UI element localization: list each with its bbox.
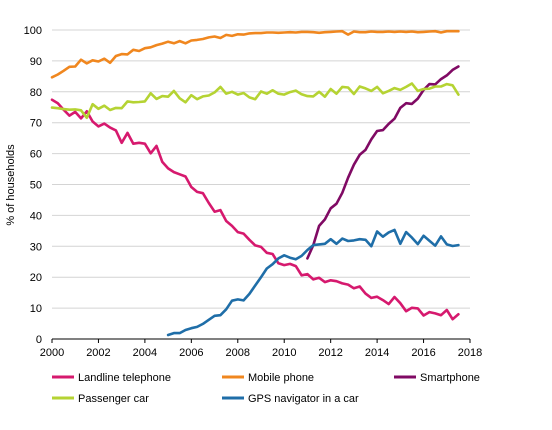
x-tick-label: 2016 [411,347,435,359]
y-tick-label: 20 [30,272,42,284]
y-tick-label: 0 [36,334,42,346]
x-tick-label: 2004 [133,347,157,359]
axes: % of households 0 10 20 30 40 50 60 70 80 90 100 20… [5,25,482,359]
series-line-passenger-car [50,82,460,120]
y-tick-label: 50 [30,180,42,192]
legend: Landline telephone Mobile phone Smartphone… [52,372,480,405]
y-tick-label: 90 [30,56,42,68]
y-tick-label: 80 [30,87,42,99]
gridlines [52,29,470,309]
x-tick-label: 2012 [318,347,342,359]
legend-label: Smartphone [420,372,480,384]
legend-label: Landline telephone [78,372,171,384]
series-line-gps-navigator-in-a-car [166,228,460,337]
x-tick-label: 2018 [458,347,482,359]
y-tick-label: 100 [24,25,42,37]
series-line-landline-telephone [50,98,460,321]
legend-label: GPS navigator in a car [248,393,359,405]
series-line-mobile-phone [50,29,460,79]
y-tick-label: 40 [30,210,42,222]
series-line-smartphone [306,65,460,260]
x-tick-label: 2000 [40,347,64,359]
x-tick-label: 2010 [272,347,296,359]
y-axis-title: % of households [5,144,17,226]
x-tick-label: 2006 [179,347,203,359]
x-tick-label: 2002 [86,347,110,359]
series-lines [50,29,460,337]
legend-label: Mobile phone [248,372,314,384]
y-tick-label: 70 [30,118,42,130]
y-tick-label: 10 [30,303,42,315]
x-tick-label: 2008 [226,347,250,359]
y-tick-label: 30 [30,241,42,253]
y-tick-label: 60 [30,149,42,161]
x-tick-label: 2014 [365,347,389,359]
legend-label: Passenger car [78,393,149,405]
